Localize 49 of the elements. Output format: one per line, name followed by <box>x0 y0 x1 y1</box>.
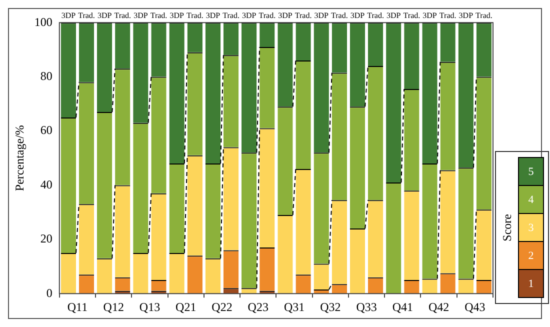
x-tick-label: Trad. <box>331 10 348 20</box>
x-tick-label: 3DP <box>350 10 366 20</box>
legend-title: Score <box>500 214 515 242</box>
text: Q12 <box>103 300 124 314</box>
y-tick-label: 20 <box>40 232 52 246</box>
text: 2 <box>519 241 543 269</box>
text: Q42 <box>428 300 450 314</box>
y-tick-label: 100 <box>34 14 52 29</box>
text: Q31 <box>284 300 305 314</box>
x-tick-label: Trad. <box>367 10 384 20</box>
text: Q21 <box>176 300 196 314</box>
x-tick-label: 3DP <box>278 10 293 20</box>
text: 3 <box>519 213 543 241</box>
text: 1 <box>519 269 543 297</box>
x-tick-label: Trad. <box>439 10 456 20</box>
x-tick-label: Trad. <box>294 10 312 20</box>
y-tick-label: 40 <box>40 177 52 192</box>
text: Q23 <box>248 300 268 314</box>
x-tick-label: Trad. <box>186 10 204 20</box>
x-tick-label: 3DP <box>134 10 148 20</box>
x-tick-label: 3DP <box>97 10 112 20</box>
x-tick-label: Trad. <box>150 10 168 20</box>
y-tick-label: 80 <box>40 68 52 83</box>
y-tick-label: 60 <box>40 123 52 138</box>
x-tick-label: 3DP <box>242 10 257 20</box>
x-tick-label: 3DP <box>386 10 402 20</box>
x-tick-label: Trad. <box>403 10 420 20</box>
text: Q11 <box>67 300 88 314</box>
x-tick-label: Trad. <box>222 10 240 20</box>
x-tick-label: 3DP <box>458 10 474 20</box>
text: 4 <box>519 185 543 213</box>
text: Q43 <box>464 300 486 314</box>
text: Q13 <box>139 300 160 314</box>
x-tick-label: 3DP <box>314 10 330 20</box>
x-tick-label: 3DP <box>422 10 438 20</box>
text: Q41 <box>392 300 414 314</box>
x-tick-label: Trad. <box>258 10 276 20</box>
text: 5 <box>519 158 543 185</box>
x-tick-label: 3DP <box>206 10 221 20</box>
text: Q32 <box>320 300 341 314</box>
x-tick-label: 3DP <box>61 10 76 20</box>
y-axis-title: Percentage/% <box>12 125 26 192</box>
x-tick-label: Trad. <box>476 10 492 20</box>
y-tick-label: 0 <box>46 286 52 300</box>
text: Q33 <box>356 300 377 314</box>
text: Q22 <box>212 300 232 314</box>
x-tick-label: 3DP <box>170 10 184 20</box>
x-tick-label: Trad. <box>114 10 132 20</box>
x-tick-label: Trad. <box>78 10 95 20</box>
